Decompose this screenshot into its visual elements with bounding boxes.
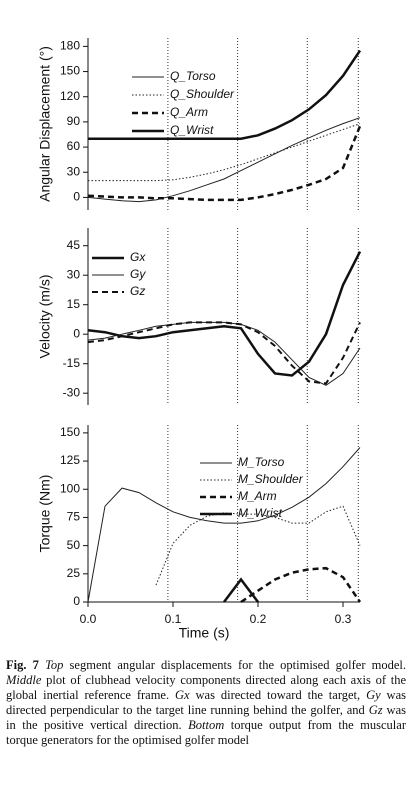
caption-text: Top [45, 658, 64, 672]
legend-label: Gx [130, 250, 146, 264]
legend-label: M_Torso [238, 455, 285, 469]
y-tick-label: 125 [60, 453, 80, 467]
y-tick-label: 100 [60, 481, 80, 495]
y-tick-label: 75 [67, 510, 81, 524]
caption-text: was directed toward the target, [189, 688, 367, 702]
legend-label: Gz [130, 284, 145, 298]
y-tick-label: 0 [73, 594, 80, 608]
legend-label: Q_Torso [170, 69, 216, 83]
legend-label: M_Arm [238, 489, 277, 503]
caption-text: plot of clubhead velocity components dir… [6, 673, 406, 702]
x-axis-label: Time (s) [179, 625, 230, 641]
legend-label: Gy [130, 267, 146, 281]
caption-text: Middle [6, 673, 42, 687]
series-line [87, 321, 361, 385]
y-tick-label: 60 [67, 139, 81, 153]
series-line [87, 251, 362, 377]
y-tick-label: 50 [67, 538, 81, 552]
series-line [240, 566, 362, 604]
y-tick-label: 30 [67, 267, 81, 281]
caption-text: Gx [175, 688, 190, 702]
y-tick-label: -30 [63, 385, 81, 399]
caption-text: Gy [366, 688, 381, 702]
caption-text: was directed perpendicular to the target… [6, 688, 406, 717]
caption-text: Bottom [188, 718, 225, 732]
y-axis-label: Torque (Nm) [37, 475, 53, 553]
y-tick-label: 0 [73, 190, 80, 204]
series-line [88, 49, 362, 140]
y-tick-label: 15 [67, 297, 81, 311]
series-line [87, 117, 361, 203]
x-tick-label: 0.0 [80, 612, 97, 626]
series-line [87, 447, 361, 603]
y-axis-label: Angular Displacement (°) [37, 46, 53, 202]
caption-text: segment angular displacements for the op… [63, 658, 407, 672]
legend-label: M_Shoulder [238, 472, 304, 486]
x-tick-label: 0.1 [165, 612, 182, 626]
y-tick-label: 180 [60, 39, 80, 53]
legend-label: Q_Arm [170, 105, 208, 119]
series-line [87, 321, 361, 386]
series-line [155, 505, 361, 586]
y-tick-label: 90 [67, 114, 81, 128]
legend-label: Q_Shoulder [170, 87, 235, 101]
y-tick-label: 120 [60, 89, 80, 103]
caption-text: torque output from the muscular torque g… [6, 718, 406, 747]
series-line [87, 125, 362, 202]
series-line [88, 123, 361, 182]
y-axis-label: Velocity (m/s) [37, 274, 53, 358]
y-tick-label: 45 [67, 238, 81, 252]
y-tick-label: 150 [60, 425, 80, 439]
x-tick-label: 0.3 [335, 612, 352, 626]
y-tick-label: 0 [73, 326, 80, 340]
y-tick-label: 30 [67, 164, 81, 178]
caption: Fig. 7 Top segment angular displacements… [6, 658, 406, 748]
y-tick-label: -15 [63, 356, 81, 370]
caption-text: was in the positive vertical direction. [6, 703, 406, 732]
y-tick-label: 25 [67, 566, 81, 580]
caption-text: Gz [368, 703, 383, 717]
legend-label: M_Wrist [238, 506, 283, 520]
y-tick-label: 150 [60, 64, 80, 78]
legend-label: Q_Wrist [170, 123, 214, 137]
series-line [223, 577, 259, 603]
x-tick-label: 0.2 [250, 612, 267, 626]
caption-label: Fig. 7 [6, 658, 39, 672]
